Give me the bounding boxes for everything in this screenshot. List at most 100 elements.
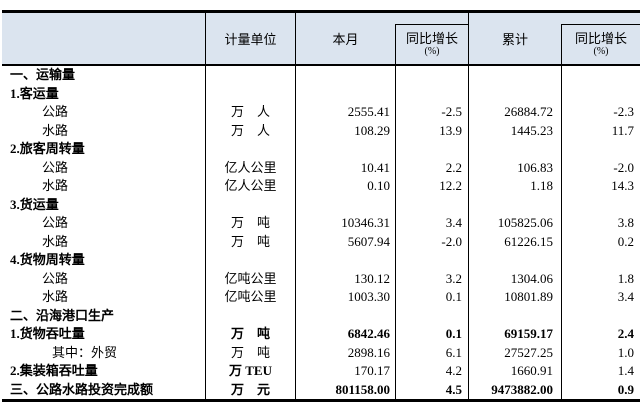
cell-label: 2.集装箱吞吐量	[10, 363, 98, 378]
cell-month	[295, 251, 395, 270]
month-yoy-growth-unit: (%)	[424, 46, 440, 58]
cell-cum_growth	[561, 251, 640, 270]
cell-month_growth	[395, 195, 468, 214]
cell-label: 其中：外贸	[52, 344, 118, 360]
cell-month	[295, 306, 395, 325]
cell-month_growth: 2.2	[395, 158, 468, 177]
cell-month_growth: 12.2	[395, 177, 468, 196]
cell-unit: 万 吨	[205, 214, 295, 233]
cell-month	[295, 84, 395, 103]
cell-unit: 万 TEU	[205, 362, 295, 381]
cumulative-yoy-growth-label: 同比增长	[574, 30, 627, 46]
cell-unit: 亿人公里	[205, 177, 295, 196]
cell-cum: 27527.25	[468, 343, 561, 362]
table-row: 2.集装箱吞吐量 万 TEU 170.17 4.2 1660.91 1.4	[2, 362, 640, 381]
cell-unit: 亿吨公里	[205, 288, 295, 307]
cumulative-yoy-growth-unit: (%)	[593, 46, 609, 58]
table-row: 一、运输量	[2, 66, 640, 85]
cell-cum: 26884.72	[468, 103, 561, 122]
cell-cum_growth	[561, 66, 640, 85]
cell-cum_growth: 1.0	[561, 343, 640, 362]
cell-cum: 69159.17	[468, 325, 561, 344]
table-row: 2.旅客周转量	[2, 140, 640, 159]
cell-label: 4.货物周转量	[10, 252, 85, 267]
cell-cum_growth: -2.3	[561, 103, 640, 122]
table-row: 水路 亿人公里 0.10 12.2 1.18 14.3	[2, 177, 640, 196]
cell-month	[295, 66, 395, 85]
cell-label: 水路	[42, 233, 69, 249]
cell-unit	[205, 140, 295, 159]
cell-cum_growth: 1.8	[561, 269, 640, 288]
cell-month_growth	[395, 66, 468, 85]
cell-label: 三、公路水路投资完成额	[10, 381, 154, 397]
cell-month_growth	[395, 251, 468, 270]
cell-cum_growth: 14.3	[561, 177, 640, 196]
cell-label: 二、沿海港口生产	[10, 307, 115, 323]
cell-cum_growth: 1.4	[561, 362, 640, 381]
cell-cum: 106.83	[468, 158, 561, 177]
cell-cum_growth	[561, 84, 640, 103]
cell-cum	[468, 195, 561, 214]
cell-cum	[468, 84, 561, 103]
cell-cum_growth: -2.0	[561, 158, 640, 177]
cell-unit	[205, 306, 295, 325]
table-row: 三、公路水路投资完成额 万 元 801158.00 4.5 9473882.00 0.9	[2, 380, 640, 399]
cell-unit: 万 人	[205, 121, 295, 140]
month-yoy-growth-label: 同比增长	[405, 30, 458, 46]
cell-month: 108.29	[295, 121, 395, 140]
table-row: 公路 亿人公里 10.41 2.2 106.83 -2.0	[2, 158, 640, 177]
cell-unit	[205, 195, 295, 214]
table-row: 其中：外贸 万 吨 2898.16 6.1 27527.25 1.0	[2, 343, 640, 362]
table-row: 水路 万 吨 5607.94 -2.0 61226.15 0.2	[2, 232, 640, 251]
cell-month_growth: 0.1	[395, 325, 468, 344]
cell-month_growth: 13.9	[395, 121, 468, 140]
cell-month_growth: 3.4	[395, 214, 468, 233]
column-header-blank	[2, 13, 205, 64]
table-row: 3.货运量	[2, 195, 640, 214]
cell-unit: 亿人公里	[205, 158, 295, 177]
cell-month: 801158.00	[295, 380, 395, 399]
column-header-unit: 计量单位	[205, 13, 295, 64]
cell-cum	[468, 251, 561, 270]
cell-label: 1.货物吞吐量	[10, 326, 85, 341]
cell-label: 水路	[42, 289, 69, 304]
cell-month_growth: -2.0	[395, 232, 468, 251]
table-row: 二、沿海港口生产	[2, 306, 640, 325]
cell-label: 2.旅客周转量	[10, 141, 85, 156]
cell-month_growth: 4.2	[395, 362, 468, 381]
cell-month: 10346.31	[295, 214, 395, 233]
cell-month	[295, 195, 395, 214]
cumulative-yoy-growth-box: 同比增长 (%)	[561, 24, 640, 64]
table-body: 一、运输量 1.客运量 公路万 人 2555.41 -2.5 26884.72 -2.3 水路…	[2, 66, 640, 402]
table-row: 水路 亿吨公里 1003.30 0.1 10801.89 3.4	[2, 288, 640, 307]
cell-label: 水路	[42, 178, 69, 193]
cell-month: 130.12	[295, 269, 395, 288]
cell-label: 公路	[42, 270, 69, 286]
month-yoy-growth-box: 同比增长 (%)	[395, 24, 468, 64]
cell-unit: 万 吨	[205, 325, 295, 344]
cell-month: 0.10	[295, 177, 395, 196]
cell-cum: 105825.06	[468, 214, 561, 233]
cell-unit	[205, 66, 295, 85]
cell-cum_growth: 3.4	[561, 288, 640, 307]
cell-cum: 9473882.00	[468, 380, 561, 399]
column-header-current-month: 本月	[295, 13, 395, 64]
table-row: 4.货物周转量	[2, 251, 640, 270]
cell-unit: 万 吨	[205, 232, 295, 251]
cell-label: 公路	[42, 159, 69, 175]
table-row: 公路 万 人 2555.41 -2.5 26884.72 -2.3	[2, 103, 640, 122]
cell-unit: 万 元	[205, 380, 295, 399]
cell-month: 10.41	[295, 158, 395, 177]
cell-month: 5607.94	[295, 232, 395, 251]
cell-cum: 1445.23	[468, 121, 561, 140]
cell-month: 2555.41	[295, 103, 395, 122]
cell-month: 6842.46	[295, 325, 395, 344]
cell-month: 1003.30	[295, 288, 395, 307]
cell-month_growth: 3.2	[395, 269, 468, 288]
cell-month_growth	[395, 306, 468, 325]
cell-label: 公路	[42, 104, 69, 119]
cell-month_growth: -2.5	[395, 103, 468, 122]
cell-label: 水路	[42, 122, 69, 138]
cell-cum_growth: 3.8	[561, 214, 640, 233]
cell-cum	[468, 66, 561, 85]
